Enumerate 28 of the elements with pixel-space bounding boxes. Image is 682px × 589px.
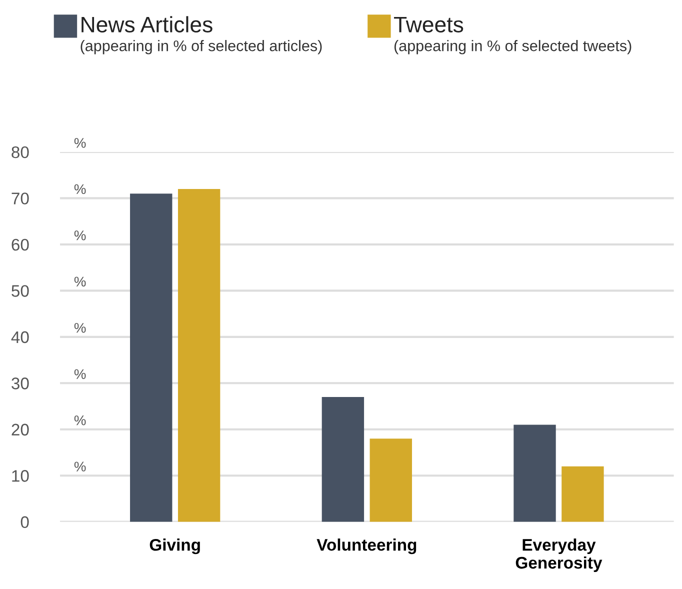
x-tick-label: Everyday Generosity	[516, 538, 602, 572]
y-tick-label: 40	[11, 331, 29, 344]
bar	[178, 188, 220, 522]
legend-label: Tweets (appearing in % of selected tweets)	[394, 16, 632, 54]
bar	[514, 424, 556, 522]
x-tick-label: Volunteering	[316, 538, 416, 554]
bar	[370, 438, 412, 522]
y-tick-label: 50	[12, 285, 29, 297]
annotation: %	[74, 462, 86, 472]
legend-label: News Articles (appearing in % of selected articles)	[80, 16, 322, 54]
annotation: %	[74, 415, 86, 426]
y-tick-label: 70	[12, 192, 29, 204]
annotation: %	[74, 184, 86, 194]
bar	[130, 194, 172, 522]
y-tick-label: 60	[12, 238, 29, 251]
bar	[322, 397, 364, 522]
y-tick-label: 20	[12, 424, 29, 436]
y-tick-label: 0	[20, 516, 29, 528]
annotation: %	[74, 369, 86, 379]
annotation: %	[74, 276, 86, 286]
annotation: %	[74, 230, 86, 240]
annotation: %	[74, 323, 86, 333]
x-tick-label: Giving	[150, 538, 200, 554]
y-tick-label: 80	[12, 146, 29, 158]
text: %	[74, 138, 86, 148]
y-tick-label: 10	[12, 470, 29, 482]
bar	[562, 466, 604, 522]
y-tick-label: 30	[12, 378, 29, 390]
